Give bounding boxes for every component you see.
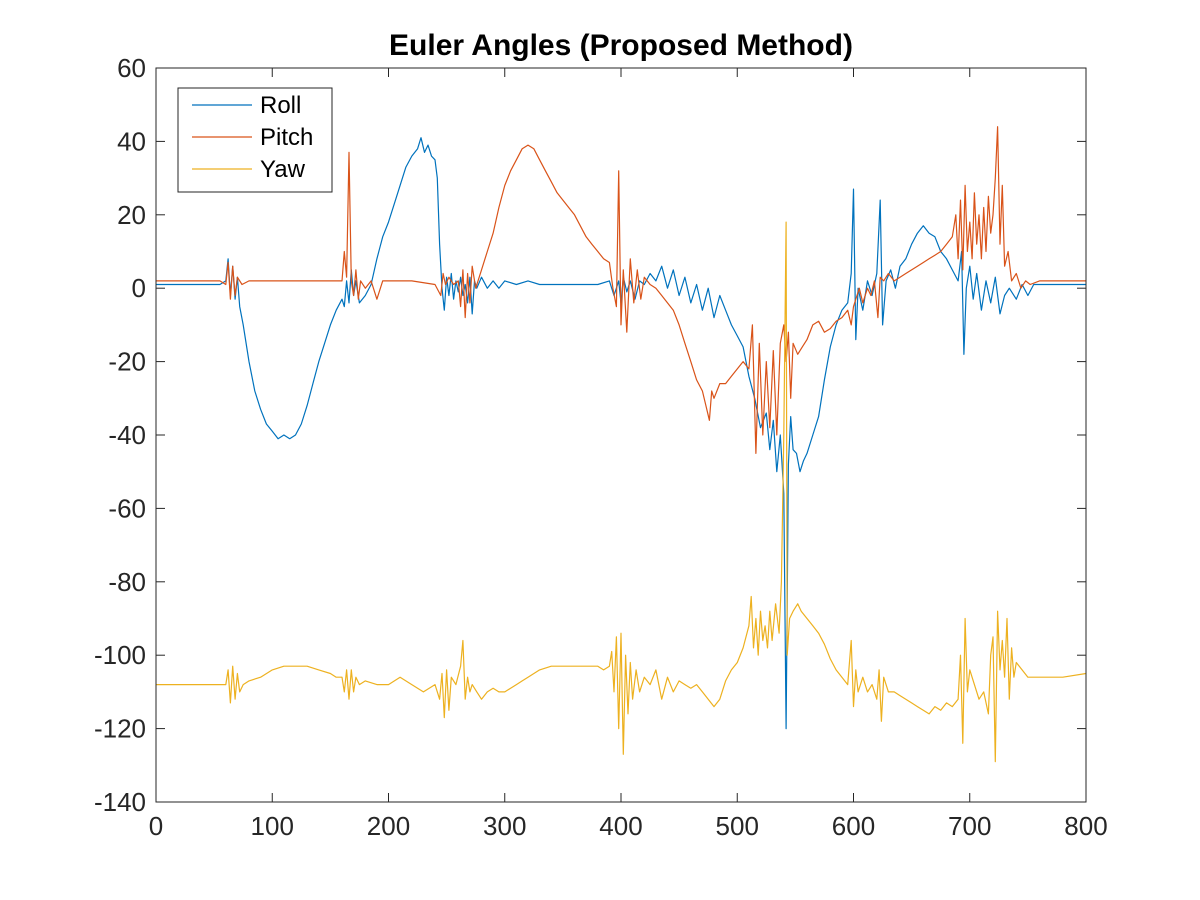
y-tick-label: -40 — [108, 420, 146, 450]
x-tick-label: 400 — [599, 811, 642, 841]
series-line-yaw — [156, 221, 1087, 763]
x-tick-label: 800 — [1064, 811, 1107, 841]
y-tick-label: -60 — [108, 493, 146, 523]
y-tick-label: -80 — [108, 567, 146, 597]
legend-label-pitch: Pitch — [260, 124, 313, 151]
legend-label-yaw: Yaw — [260, 156, 306, 183]
series-line-roll — [156, 137, 1086, 730]
chart-title: Euler Angles (Proposed Method) — [389, 29, 853, 62]
y-tick-label: -120 — [94, 714, 146, 744]
y-tick-label: -20 — [108, 347, 146, 377]
x-tick-label: 0 — [149, 811, 163, 841]
series-layer — [156, 126, 1087, 763]
x-tick-label: 200 — [367, 811, 410, 841]
x-tick-label: 300 — [483, 811, 526, 841]
y-tick-label: -140 — [94, 787, 146, 817]
legend: Roll Pitch Yaw — [177, 87, 333, 193]
x-tick-label: 700 — [948, 811, 991, 841]
legend-label-roll: Roll — [260, 92, 301, 119]
y-tick-label: 60 — [117, 53, 146, 83]
series-line-pitch — [156, 126, 1086, 454]
x-tick-label: 600 — [832, 811, 875, 841]
x-tick-label: 100 — [251, 811, 294, 841]
y-tick-label: 0 — [132, 273, 146, 303]
y-tick-label: -100 — [94, 640, 146, 670]
y-tick-label: 40 — [117, 126, 146, 156]
tick-layer: 0 100 200 300 400 500 600 700 8006040200-20-40-6… — [94, 53, 1108, 841]
axes-box — [155, 67, 1087, 803]
x-tick-label: 500 — [716, 811, 759, 841]
y-tick-label: 20 — [117, 200, 146, 230]
